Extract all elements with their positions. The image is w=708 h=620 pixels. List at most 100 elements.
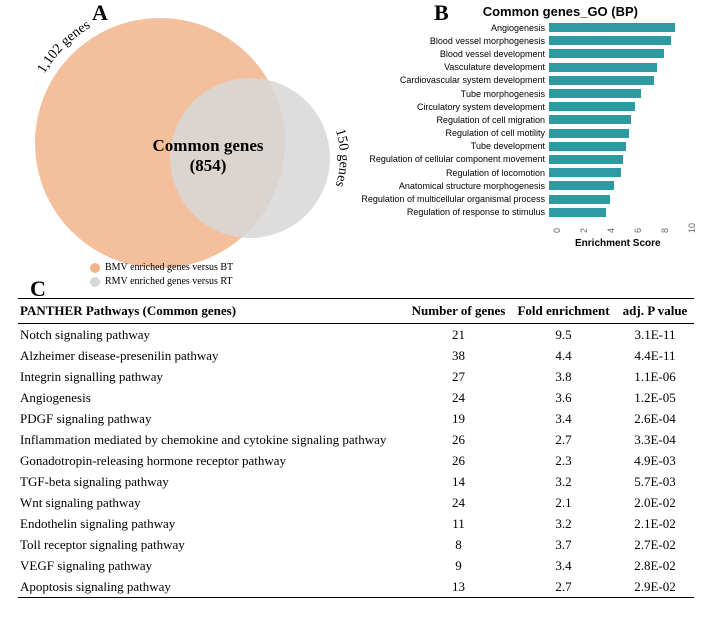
table-cell: 3.2: [511, 471, 616, 492]
table-row: Integrin signalling pathway273.81.1E-06: [18, 366, 694, 387]
bar: [549, 36, 671, 45]
figure-root: A B C 1,102 genes 150 genes Common genes…: [0, 0, 708, 620]
bar-row-label: Regulation of response to stimulus: [340, 207, 549, 217]
table-cell: 2.9E-02: [616, 576, 694, 598]
bar-row: Regulation of cell migration: [340, 113, 700, 126]
bar-row: Blood vessel morphogenesis: [340, 34, 700, 47]
table-cell: 3.7: [511, 534, 616, 555]
bar: [549, 23, 675, 32]
venn-legend-text-1: BMV enriched genes versus BT: [105, 262, 233, 273]
table-cell: 4.4: [511, 345, 616, 366]
axis-tick: 0: [552, 228, 562, 233]
table-row: VEGF signaling pathway93.42.8E-02: [18, 555, 694, 576]
table-cell: 4.9E-03: [616, 450, 694, 471]
bar: [549, 63, 657, 72]
table-cell: 3.6: [511, 387, 616, 408]
table-cell: 4.4E-11: [616, 345, 694, 366]
venn-diagram: 1,102 genes 150 genes Common genes (854): [10, 18, 350, 278]
bar-row-label: Regulation of cell migration: [340, 115, 549, 125]
panther-table: PANTHER Pathways (Common genes)Number of…: [18, 298, 694, 598]
venn-legend-row-1: BMV enriched genes versus BT: [90, 262, 233, 273]
bar-chart-xlabel: Enrichment Score: [575, 238, 661, 249]
table-cell: 19: [406, 408, 511, 429]
bar-row-label: Vasculature development: [340, 62, 549, 72]
table-cell: 2.1E-02: [616, 513, 694, 534]
bar-row-label: Blood vessel development: [340, 49, 549, 59]
table-cell: 8: [406, 534, 511, 555]
table-cell: Angiogenesis: [18, 387, 406, 408]
bar-row: Regulation of locomotion: [340, 166, 700, 179]
table-cell: 3.3E-04: [616, 429, 694, 450]
table-cell: 1.1E-06: [616, 366, 694, 387]
bar: [549, 76, 654, 85]
table-cell: Integrin signalling pathway: [18, 366, 406, 387]
bar: [549, 129, 629, 138]
table-cell: 3.8: [511, 366, 616, 387]
table-cell: Gonadotropin-releasing hormone receptor …: [18, 450, 406, 471]
table-cell: 13: [406, 576, 511, 598]
table-header-cell: Fold enrichment: [511, 299, 616, 324]
go-bar-chart: Common genes_GO (BP) AngiogenesisBlood v…: [340, 4, 700, 249]
bar: [549, 155, 623, 164]
axis-tick: 2: [579, 228, 589, 233]
bar-row-label: Anatomical structure morphogenesis: [340, 181, 549, 191]
table-cell: VEGF signaling pathway: [18, 555, 406, 576]
axis-tick: 10: [687, 223, 697, 233]
table-cell: 11: [406, 513, 511, 534]
table-cell: 9: [406, 555, 511, 576]
venn-legend: BMV enriched genes versus BT RMV enriche…: [90, 262, 233, 290]
bar-row: Cardiovascular system development: [340, 74, 700, 87]
table-cell: 27: [406, 366, 511, 387]
bar-row-label: Regulation of locomotion: [340, 168, 549, 178]
bar-row: Circulatory system development: [340, 100, 700, 113]
table-row: Angiogenesis243.61.2E-05: [18, 387, 694, 408]
table-cell: Inflammation mediated by chemokine and c…: [18, 429, 406, 450]
table-cell: 3.4: [511, 555, 616, 576]
table-row: Endothelin signaling pathway113.22.1E-02: [18, 513, 694, 534]
table-cell: 1.2E-05: [616, 387, 694, 408]
table-cell: 3.2: [511, 513, 616, 534]
table-header-row: PANTHER Pathways (Common genes)Number of…: [18, 299, 694, 324]
venn-legend-swatch-1: [90, 263, 100, 273]
bar-row-label: Cardiovascular system development: [340, 75, 549, 85]
panther-table-wrap: PANTHER Pathways (Common genes)Number of…: [18, 298, 694, 598]
bar: [549, 49, 664, 58]
bar-row: Blood vessel development: [340, 47, 700, 60]
table-cell: Toll receptor signaling pathway: [18, 534, 406, 555]
table-cell: 14: [406, 471, 511, 492]
table-cell: Wnt signaling pathway: [18, 492, 406, 513]
table-row: Toll receptor signaling pathway83.72.7E-…: [18, 534, 694, 555]
bar: [549, 208, 606, 217]
table-cell: Alzheimer disease-presenilin pathway: [18, 345, 406, 366]
table-cell: 2.8E-02: [616, 555, 694, 576]
bar: [549, 89, 641, 98]
bar: [549, 195, 610, 204]
bar-row: Angiogenesis: [340, 21, 700, 34]
table-body: Notch signaling pathway219.53.1E-11Alzhe…: [18, 324, 694, 598]
axis-tick: 4: [606, 228, 616, 233]
table-cell: 26: [406, 450, 511, 471]
venn-legend-text-2: RMV enriched genes versus RT: [105, 276, 233, 287]
table-cell: 2.7: [511, 429, 616, 450]
bar-row-label: Regulation of multicellular organismal p…: [340, 194, 549, 204]
table-row: Wnt signaling pathway242.12.0E-02: [18, 492, 694, 513]
bar-row: Regulation of cell motility: [340, 127, 700, 140]
table-cell: Endothelin signaling pathway: [18, 513, 406, 534]
table-cell: 2.0E-02: [616, 492, 694, 513]
table-row: Gonadotropin-releasing hormone receptor …: [18, 450, 694, 471]
table-row: Alzheimer disease-presenilin pathway384.…: [18, 345, 694, 366]
venn-center-line1: Common genes: [128, 136, 288, 156]
bar-row: Tube development: [340, 140, 700, 153]
table-cell: 24: [406, 492, 511, 513]
table-cell: 2.7: [511, 576, 616, 598]
venn-legend-row-2: RMV enriched genes versus RT: [90, 276, 233, 287]
bar-row: Vasculature development: [340, 61, 700, 74]
table-cell: 38: [406, 345, 511, 366]
venn-center-line2: (854): [128, 156, 288, 176]
bar-chart-title: Common genes_GO (BP): [340, 4, 638, 19]
bar: [549, 181, 614, 190]
bar: [549, 168, 621, 177]
bar-row-label: Tube development: [340, 141, 549, 151]
table-cell: Apoptosis signaling pathway: [18, 576, 406, 598]
bar-row: Regulation of cellular component movemen…: [340, 153, 700, 166]
